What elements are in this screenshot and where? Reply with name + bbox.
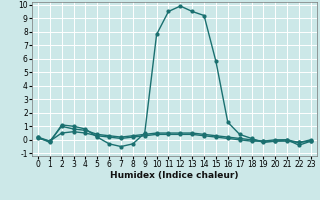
X-axis label: Humidex (Indice chaleur): Humidex (Indice chaleur): [110, 171, 239, 180]
